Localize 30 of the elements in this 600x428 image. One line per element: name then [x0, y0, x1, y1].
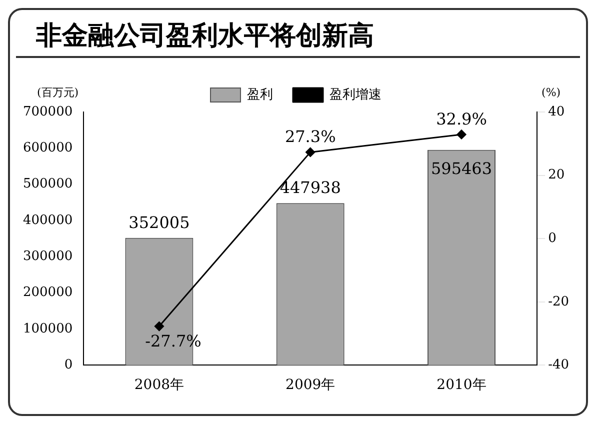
data-label: -27.7% [145, 331, 202, 350]
data-label: 27.3% [284, 127, 336, 146]
legend-label: 盈利 [247, 87, 273, 102]
y-tick-label: 100000 [22, 321, 73, 336]
y-tick-label: 200000 [22, 285, 73, 300]
y2-tick-label: -20 [548, 294, 570, 310]
y2-tick-label: 40 [548, 104, 565, 120]
y-tick-label: 600000 [22, 140, 73, 156]
y-tick-label: 400000 [22, 212, 73, 228]
data-label: 447938 [280, 178, 341, 198]
data-label: 595463 [430, 158, 492, 178]
x-tick-label: 2009年 [286, 377, 336, 394]
point [456, 130, 466, 140]
point [306, 147, 316, 157]
y-axis-title: (百万元) [37, 86, 79, 99]
legend-label: 盈利增速 [330, 87, 382, 102]
y2-tick-label: 0 [548, 230, 556, 246]
y-tick-label: 500000 [22, 176, 73, 192]
data-label: 352005 [128, 212, 190, 232]
chart-title: 非金融公司盈利水平将创新高 [16, 16, 580, 58]
x-tick-label: 2010年 [436, 377, 486, 394]
x-tick-label: 2008年 [134, 377, 184, 394]
y2-tick-label: 20 [548, 168, 565, 183]
y-tick-label: 0 [64, 358, 73, 373]
y-tick-label: 700000 [22, 104, 73, 120]
data-label: 32.9% [436, 109, 487, 128]
y2-axis-title: (%) [542, 86, 561, 99]
y2-tick-label: -40 [548, 358, 570, 373]
point [154, 322, 164, 332]
y-tick-label: 300000 [22, 249, 73, 264]
